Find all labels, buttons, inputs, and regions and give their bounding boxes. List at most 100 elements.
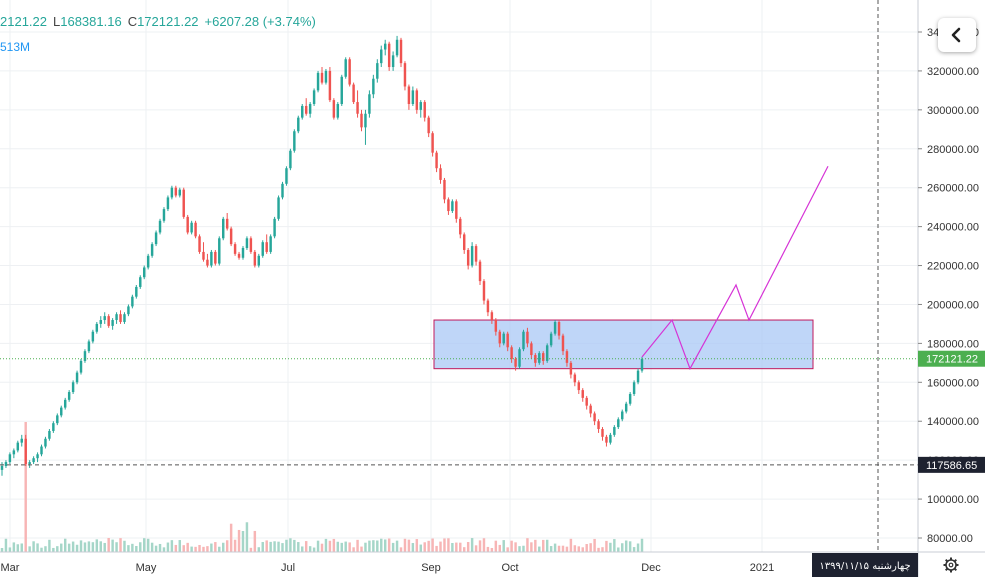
crosshair-date-badge (812, 553, 918, 577)
candle-body (577, 382, 581, 391)
volume-bar (601, 547, 604, 552)
candle-body (83, 351, 87, 361)
gear-tooth (953, 567, 958, 572)
candle-body (336, 104, 340, 118)
candle-body (459, 218, 462, 235)
candle-body (324, 70, 328, 83)
candle-body (71, 382, 75, 393)
candle-body (135, 286, 138, 297)
volume-bar (119, 538, 122, 552)
volume-bar (32, 541, 35, 552)
volume-bar (549, 546, 553, 552)
candle-body (526, 331, 529, 344)
volume-bar (526, 538, 529, 552)
candle-body (253, 251, 257, 266)
candle-body (79, 360, 83, 373)
volume-bar (222, 542, 225, 552)
candle-body (229, 228, 233, 245)
volume-bar (364, 542, 367, 552)
volume-bar (95, 539, 99, 552)
price-tick-label: 220000.00 (927, 261, 979, 273)
candle-body (632, 382, 636, 394)
candle-body (95, 323, 99, 332)
candle-body (218, 238, 221, 264)
volume-bar (399, 547, 403, 552)
volume-bar (617, 547, 620, 552)
price-tick-label: 200000.00 (927, 299, 979, 311)
time-axis-bg (0, 552, 918, 577)
candle-body (119, 314, 122, 322)
volume-bar (229, 523, 233, 552)
price-axis[interactable]: 80000.00100000.00120000.00140000.0016000… (917, 0, 985, 577)
price-tick-label: 300000.00 (927, 105, 979, 117)
volume-bar (281, 543, 284, 552)
candle-body (561, 335, 565, 352)
time-tick-label: Oct (501, 562, 518, 574)
candle-body (494, 320, 498, 332)
volume-bar (451, 542, 454, 552)
volume-bar (48, 539, 51, 552)
volume-bar (107, 538, 110, 552)
crosshair-price-badge (918, 456, 985, 473)
candle-body (352, 84, 355, 103)
candle-body (87, 341, 91, 352)
candle-body (380, 49, 383, 64)
volume-bar (36, 543, 39, 552)
legend-close: 172121.22 (137, 14, 199, 29)
volume-bar (636, 543, 640, 552)
ohlc-legend: 2121.22 L168381.16 C172121.22 +6207.28 (+3.… (0, 14, 322, 29)
volume-bar (447, 538, 450, 552)
volume-bar (12, 542, 16, 552)
volume-bar (218, 546, 221, 552)
candle-body (538, 353, 541, 363)
volume-bar (395, 540, 399, 552)
time-axis[interactable]: Mar May Jul Sep Oct Dec 2021 چهارشنبه ۱۳۹۹/۱۱/۱… (0, 551, 985, 577)
volume-bar (360, 546, 363, 552)
volume-bar (387, 538, 391, 552)
legend-close-key: C (127, 14, 138, 29)
volume-bar (624, 540, 628, 552)
volume-bar (301, 546, 304, 552)
candle-body (613, 427, 616, 435)
candle-body (383, 43, 387, 50)
volume-bar (518, 546, 521, 552)
price-axis-bg (918, 0, 985, 577)
volume-bar (52, 547, 55, 552)
candle-body (569, 362, 573, 375)
volume-bars (0, 422, 644, 552)
candle-body (75, 372, 79, 383)
candle-body (601, 429, 604, 437)
volume-bar (545, 539, 549, 552)
volume-bar (304, 541, 308, 552)
volume-bar (174, 544, 178, 552)
volume-bar (210, 543, 213, 552)
volume-bar (194, 546, 197, 552)
volume-bar (71, 541, 75, 552)
price-tick-label: 160000.00 (927, 377, 979, 389)
candle-body (150, 244, 154, 256)
crosshair-price-label: 117586.65 (926, 460, 977, 472)
candle-body (565, 351, 569, 363)
candle-body (99, 320, 102, 324)
volume-bar (411, 543, 415, 552)
volume-bar (44, 546, 47, 552)
candle-body (395, 39, 399, 56)
candle-body (63, 399, 67, 408)
candle-body (542, 353, 545, 361)
candle-body (640, 358, 644, 371)
volume-bar (40, 547, 43, 552)
volume-bar (273, 541, 276, 552)
back-button[interactable] (938, 18, 976, 52)
volume-bar (561, 545, 565, 552)
volume-bar (462, 547, 466, 552)
range-zone (433, 319, 814, 370)
gear-icon[interactable] (943, 557, 959, 573)
candle-body (332, 100, 336, 118)
volume-bar (585, 544, 588, 552)
volume-bar (293, 539, 296, 552)
candle-body (427, 117, 430, 134)
volume-bar (356, 539, 359, 552)
volume-bar (139, 542, 142, 552)
